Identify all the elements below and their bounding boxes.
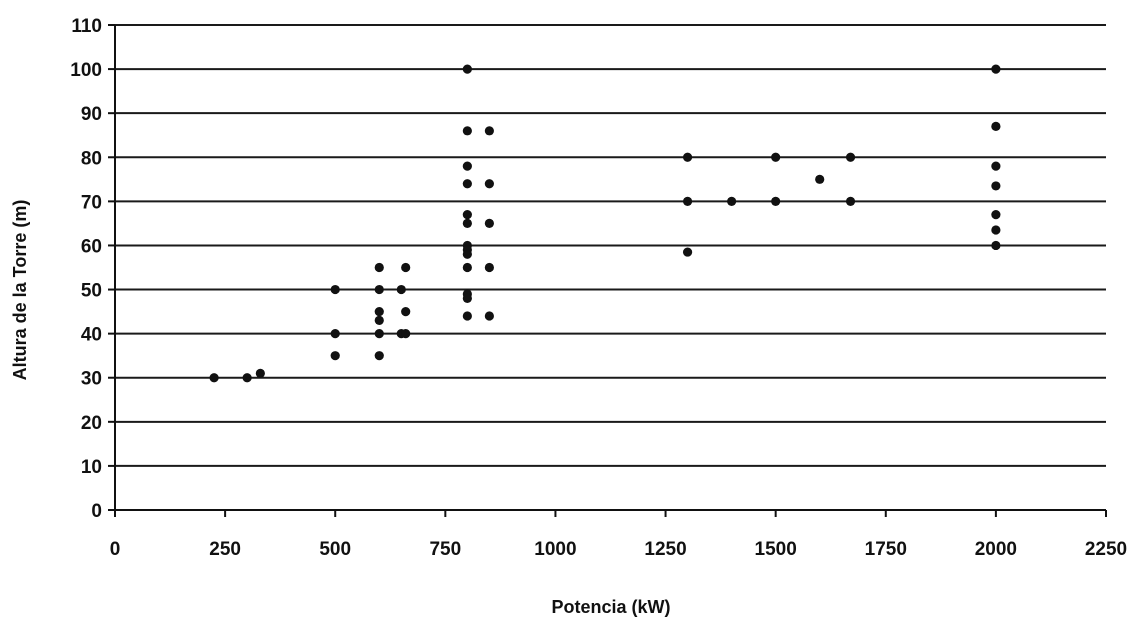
data-point: [462, 64, 472, 74]
data-point: [462, 126, 472, 136]
data-point: [462, 161, 472, 171]
data-point: [991, 121, 1001, 132]
data-point: [462, 262, 472, 273]
data-point: [462, 249, 472, 259]
y-tick-label-40: 40: [81, 325, 102, 346]
data-point: [330, 351, 340, 361]
x-tick-label-750: 750: [429, 539, 461, 560]
y-tick-label-110: 110: [71, 16, 102, 37]
data-point: [682, 247, 693, 257]
data-point: [401, 306, 411, 317]
data-point: [374, 315, 384, 326]
data-points: [209, 64, 1001, 383]
data-point: [771, 152, 781, 162]
y-tick-label-60: 60: [81, 236, 102, 257]
x-tick-label-250: 250: [209, 539, 241, 560]
data-point: [374, 306, 384, 317]
data-point: [682, 196, 693, 206]
data-point: [484, 262, 494, 273]
y-axis-title: Altura de la Torre (m): [10, 200, 30, 381]
x-tick-label-1250: 1250: [644, 539, 686, 560]
y-tick-label-0: 0: [91, 501, 102, 522]
data-point: [991, 240, 1001, 251]
x-tick-label-0: 0: [110, 539, 121, 560]
data-point: [330, 329, 340, 339]
x-tick-label-1000: 1000: [534, 539, 576, 560]
y-tick-label-50: 50: [81, 281, 102, 302]
x-axis-title: Potencia (kW): [551, 597, 670, 617]
data-point: [991, 225, 1001, 235]
y-tick-label-90: 90: [81, 104, 102, 125]
data-point: [462, 293, 472, 303]
x-tick-label-2000: 2000: [975, 539, 1017, 560]
data-point: [991, 181, 1001, 191]
data-point: [374, 262, 384, 273]
data-point: [815, 174, 825, 184]
x-tick-label-500: 500: [319, 539, 351, 560]
data-point: [374, 329, 384, 339]
data-point: [991, 64, 1001, 74]
data-point: [462, 179, 472, 189]
data-point: [242, 373, 252, 383]
x-tick-label-2250: 2250: [1085, 539, 1127, 560]
tick-labels: 0 10 20 30 40 50 60 70 80 90 100 110 0 250 500 750 1000 1…: [70, 16, 1127, 560]
x-tick-label-1750: 1750: [865, 539, 907, 560]
data-point: [462, 218, 472, 229]
data-point: [484, 218, 494, 229]
x-tick-label-1500: 1500: [755, 539, 797, 560]
data-point: [845, 152, 856, 162]
data-point: [374, 284, 384, 295]
axes: [108, 24, 1107, 517]
data-point: [255, 368, 265, 378]
data-point: [374, 351, 384, 361]
data-point: [396, 284, 406, 295]
y-tick-label-70: 70: [81, 192, 102, 213]
data-point: [484, 311, 494, 321]
y-tick-label-20: 20: [81, 413, 102, 434]
data-point: [771, 196, 781, 206]
data-point: [462, 209, 472, 220]
data-point: [727, 196, 737, 206]
data-point: [845, 196, 856, 206]
data-point: [682, 152, 693, 162]
data-point: [401, 329, 411, 339]
data-point: [462, 311, 472, 321]
gridlines: [115, 24, 1106, 467]
data-point: [209, 373, 219, 383]
data-point: [484, 179, 494, 189]
data-point: [330, 284, 340, 295]
data-point: [401, 262, 411, 273]
y-tick-label-80: 80: [81, 148, 102, 169]
data-point: [991, 209, 1001, 220]
y-tick-label-100: 100: [70, 60, 102, 81]
y-tick-label-30: 30: [81, 369, 102, 390]
y-tick-label-10: 10: [81, 457, 102, 478]
data-point: [484, 126, 494, 136]
data-point: [991, 161, 1001, 171]
